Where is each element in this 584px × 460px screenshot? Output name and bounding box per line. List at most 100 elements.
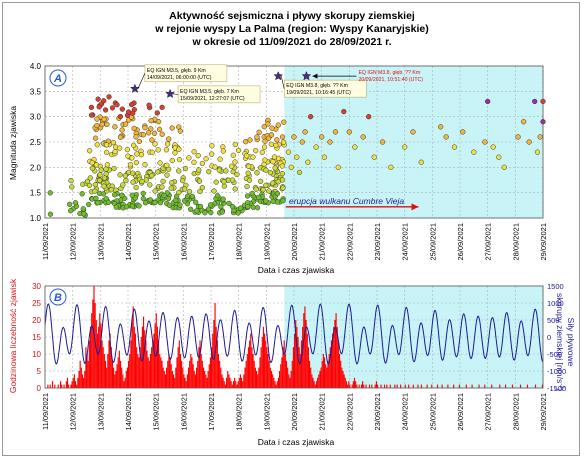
histogram-bar xyxy=(244,367,246,388)
histogram-bar xyxy=(167,360,169,388)
histogram-bar xyxy=(169,357,171,388)
histogram-bar xyxy=(283,340,285,388)
histogram-bar xyxy=(101,340,103,388)
histogram-bar xyxy=(250,333,252,388)
histogram-bar xyxy=(95,320,97,388)
seismic-point xyxy=(254,170,260,176)
histogram-bar xyxy=(358,384,360,388)
histogram-bar xyxy=(126,367,128,388)
seismic-point xyxy=(208,151,215,157)
histogram-bar xyxy=(47,384,49,388)
seismic-point xyxy=(69,184,75,190)
seismic-point xyxy=(99,121,105,128)
histogram-bar xyxy=(374,384,376,388)
seismic-point xyxy=(168,185,174,191)
histogram-bar xyxy=(312,377,314,388)
seismic-point xyxy=(515,134,521,140)
seismic-point xyxy=(410,129,416,135)
histogram-bar xyxy=(431,384,433,388)
xtick-label: 25/09/2021 xyxy=(428,393,437,431)
seismic-point xyxy=(156,126,163,133)
seismic-point xyxy=(140,195,147,202)
seismic-point xyxy=(114,102,120,108)
xtick-label: 18/09/2021 xyxy=(235,393,244,431)
seismic-point xyxy=(164,162,170,168)
histogram-bar xyxy=(436,384,439,388)
seismic-point xyxy=(128,101,135,108)
seismic-point xyxy=(112,124,118,130)
seismic-point xyxy=(160,178,166,185)
seismic-point xyxy=(194,208,200,214)
xtick-label: 11/09/2021 xyxy=(41,393,50,430)
histogram-bar xyxy=(296,326,298,388)
histogram-bar xyxy=(300,340,303,388)
xtick-label: 22/09/2021 xyxy=(345,393,354,431)
seismic-point xyxy=(232,141,238,148)
histogram-bar xyxy=(285,360,288,388)
annotation-text: 15/09/2021, 12:27:07 (UTC) xyxy=(180,96,245,102)
seismic-point xyxy=(166,202,173,208)
panel-b-xlabel: Data i czas zjawiska xyxy=(258,437,335,447)
panel-letter: A xyxy=(53,73,62,85)
seismic-point xyxy=(305,159,311,165)
histogram-bar xyxy=(245,360,247,388)
seismic-point xyxy=(193,199,199,205)
histogram-bar xyxy=(327,360,329,388)
ytick-label: 4.0 xyxy=(30,62,42,71)
xtick-label: 17/09/2021 xyxy=(207,223,216,261)
seismic-point xyxy=(191,159,197,165)
seismic-point xyxy=(184,193,191,199)
panel-a-ylabel: Magnituda zjawiska xyxy=(8,106,18,180)
seismic-point xyxy=(98,167,104,173)
seismic-point xyxy=(275,122,281,128)
seismic-point xyxy=(341,108,347,115)
seismic-point xyxy=(228,163,235,169)
histogram-bar xyxy=(128,360,130,388)
histogram-bar xyxy=(121,367,123,388)
histogram-bar xyxy=(74,381,77,388)
ytick-label: 1.0 xyxy=(30,214,42,223)
histogram-bar xyxy=(353,377,356,388)
histogram-bar xyxy=(160,357,162,388)
histogram-bar xyxy=(146,350,148,388)
xtick-label: 23/09/2021 xyxy=(373,393,382,431)
seismic-point xyxy=(270,198,276,205)
histogram-bar xyxy=(319,371,321,388)
xtick-label: 15/09/2021 xyxy=(152,393,161,431)
seismic-point xyxy=(93,195,99,202)
seismic-point xyxy=(92,135,99,141)
histogram-bar xyxy=(365,384,367,388)
histogram-bar xyxy=(98,326,100,388)
histogram-bar xyxy=(332,333,334,388)
seismic-point xyxy=(164,141,171,147)
xtick-label: 19/09/2021 xyxy=(262,393,271,431)
seismic-point xyxy=(273,142,279,149)
seismic-point xyxy=(371,154,377,160)
histogram-bar xyxy=(334,320,336,388)
seismic-point xyxy=(279,163,285,169)
panel-b-ylabel-right-2-main: skorupy ziemskiej [nm/s xyxy=(555,293,565,383)
histogram-bar xyxy=(321,360,323,388)
histogram-bar xyxy=(79,360,81,388)
histogram-bar xyxy=(223,381,225,388)
histogram-bar xyxy=(227,371,229,388)
seismic-point xyxy=(418,159,424,165)
histogram-bar xyxy=(170,364,172,388)
eruption-label: erupcja wulkanu Cumbre Vieja xyxy=(289,196,404,206)
seismic-point xyxy=(319,134,325,140)
histogram-bar xyxy=(232,381,235,388)
histogram-bar xyxy=(266,347,268,388)
histogram-bar xyxy=(338,354,341,388)
seismic-point xyxy=(191,149,197,155)
histogram-bar xyxy=(118,350,120,388)
xtick-label: 16/09/2021 xyxy=(179,393,188,431)
histogram-bar xyxy=(136,347,138,388)
seismic-point xyxy=(103,142,110,148)
histogram-bar xyxy=(519,384,522,388)
seismic-point xyxy=(274,137,280,143)
seismic-point xyxy=(281,119,287,125)
seismic-point xyxy=(243,139,249,145)
xtick-label: 20/09/2021 xyxy=(290,223,299,261)
ytick-label-left: 5 xyxy=(37,367,42,376)
histogram-bar xyxy=(161,360,163,388)
